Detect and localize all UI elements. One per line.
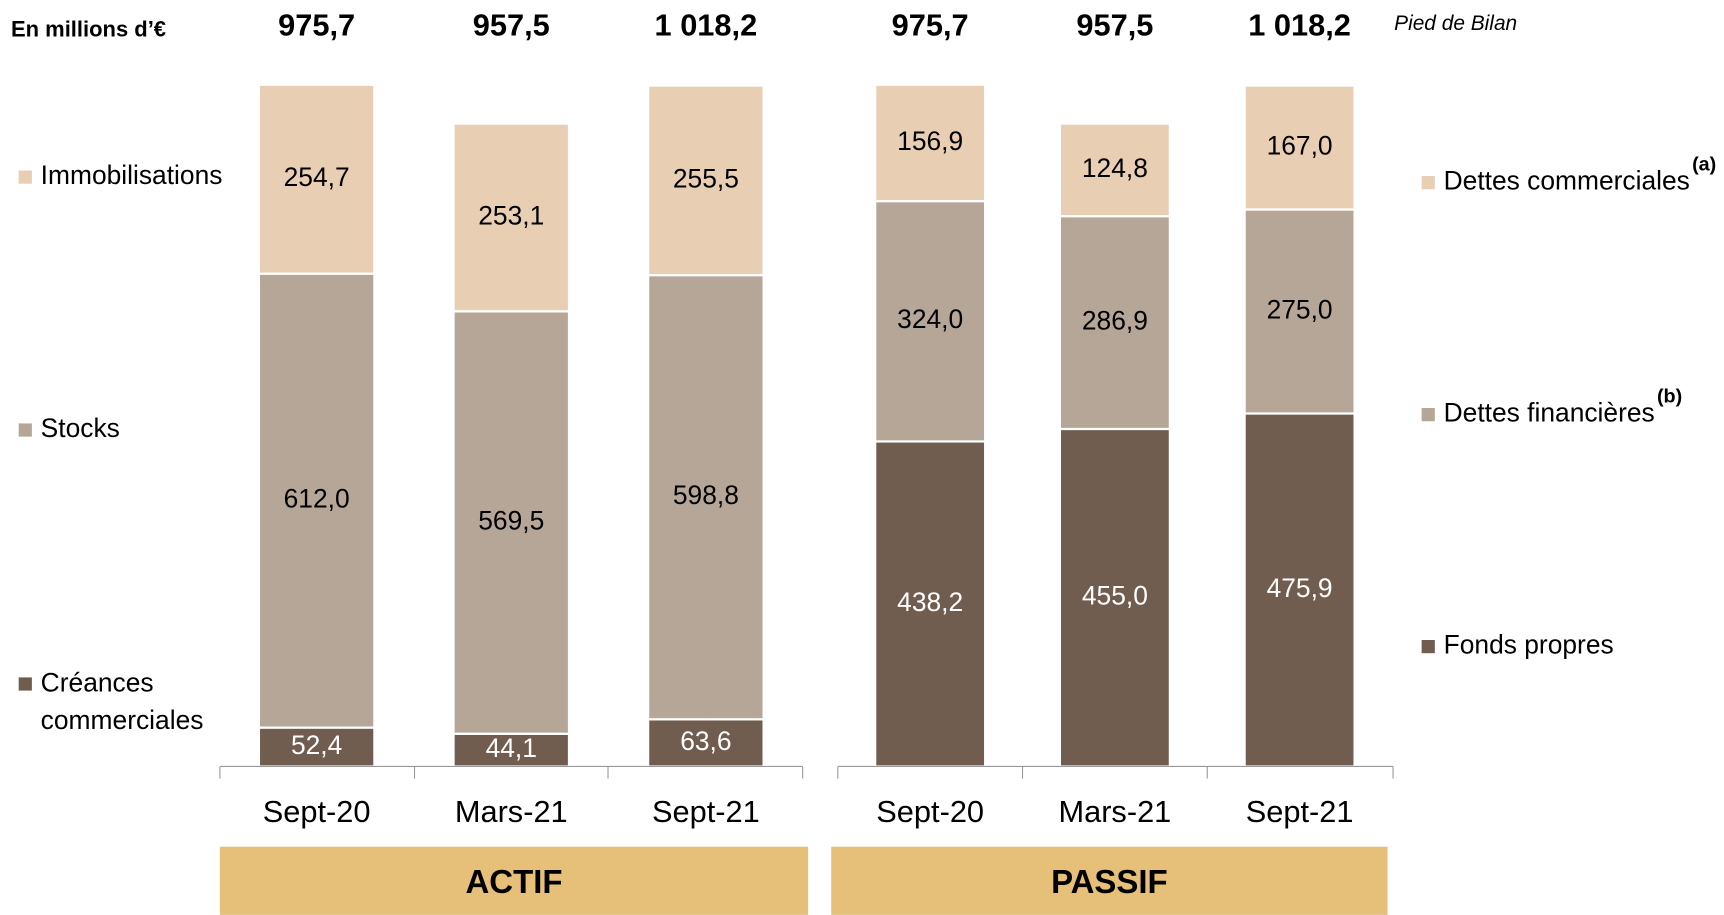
legend-swatch bbox=[1421, 640, 1435, 654]
bar-segment bbox=[452, 732, 571, 768]
value-label: 44,1 bbox=[486, 733, 537, 763]
bar-segment bbox=[874, 200, 987, 443]
value-label: 438,2 bbox=[897, 587, 963, 617]
legend-label: Fonds propres bbox=[1444, 630, 1614, 660]
legend-label: Immobilisations bbox=[41, 160, 223, 190]
value-label: 475,9 bbox=[1267, 573, 1333, 603]
bar-segment bbox=[647, 84, 765, 277]
legend-note: (b) bbox=[1657, 385, 1682, 407]
value-label: 286,9 bbox=[1082, 306, 1148, 336]
bar-segment bbox=[647, 274, 765, 721]
legend-swatch bbox=[1421, 176, 1435, 190]
legend-label: Dettes financières bbox=[1444, 398, 1655, 428]
legend-swatch bbox=[1421, 408, 1435, 422]
bar-segment bbox=[257, 83, 376, 275]
value-label: 253,1 bbox=[478, 200, 544, 230]
bar-segment bbox=[257, 726, 376, 768]
value-label: 598,8 bbox=[673, 480, 739, 510]
value-label: 156,9 bbox=[897, 126, 963, 156]
x-tick-label: Sept-20 bbox=[876, 794, 984, 829]
bar-segment bbox=[452, 310, 571, 735]
x-tick-label: Mars-21 bbox=[455, 794, 568, 829]
total-label: 1 018,2 bbox=[655, 8, 758, 43]
total-label: 975,7 bbox=[278, 8, 355, 43]
banner-label: PASSIF bbox=[1051, 863, 1168, 900]
legend-swatch bbox=[18, 423, 32, 437]
value-label: 63,6 bbox=[680, 726, 731, 756]
value-label: 275,0 bbox=[1267, 294, 1333, 324]
legend-note: (a) bbox=[1692, 153, 1716, 175]
value-label: 52,4 bbox=[291, 730, 342, 760]
total-label: 957,5 bbox=[473, 8, 550, 43]
value-label: 324,0 bbox=[897, 304, 963, 334]
bar-segment bbox=[1243, 84, 1356, 211]
legend-label: Stocks bbox=[41, 413, 120, 443]
x-tick-label: Sept-20 bbox=[263, 794, 371, 829]
value-label: 612,0 bbox=[284, 484, 350, 514]
banner bbox=[831, 846, 1388, 915]
bar-segment bbox=[874, 83, 987, 203]
banner bbox=[219, 846, 809, 915]
value-label: 569,5 bbox=[478, 506, 544, 536]
value-label: 124,8 bbox=[1082, 153, 1148, 183]
x-tick-label: Sept-21 bbox=[652, 794, 760, 829]
value-label: 167,0 bbox=[1267, 131, 1333, 161]
total-label: 957,5 bbox=[1076, 8, 1153, 43]
legend-swatch bbox=[18, 170, 32, 184]
legend-entry: Créances commerciales bbox=[40, 668, 204, 736]
bar-segment bbox=[257, 272, 376, 729]
banner-label: ACTIF bbox=[465, 863, 562, 900]
value-label: 455,0 bbox=[1082, 581, 1148, 611]
subtitle: Pied de Bilan bbox=[1394, 12, 1517, 35]
legend-label: Créances commerciales bbox=[40, 668, 204, 736]
bar-segment bbox=[1058, 122, 1171, 218]
total-label: 1 018,2 bbox=[1248, 8, 1351, 43]
bar-segment bbox=[874, 440, 987, 768]
value-label: 254,7 bbox=[284, 162, 350, 192]
total-label: 975,7 bbox=[892, 8, 969, 43]
value-label: 255,5 bbox=[673, 163, 739, 193]
x-tick-label: Sept-21 bbox=[1246, 794, 1354, 829]
bar-segment bbox=[1243, 208, 1356, 415]
bar-segment bbox=[452, 122, 571, 313]
unit-label: En millions d’€ bbox=[11, 17, 166, 42]
legend-swatch bbox=[18, 677, 32, 691]
legend-label: Dettes commerciales bbox=[1444, 166, 1690, 196]
x-tick-label: Mars-21 bbox=[1058, 794, 1171, 829]
